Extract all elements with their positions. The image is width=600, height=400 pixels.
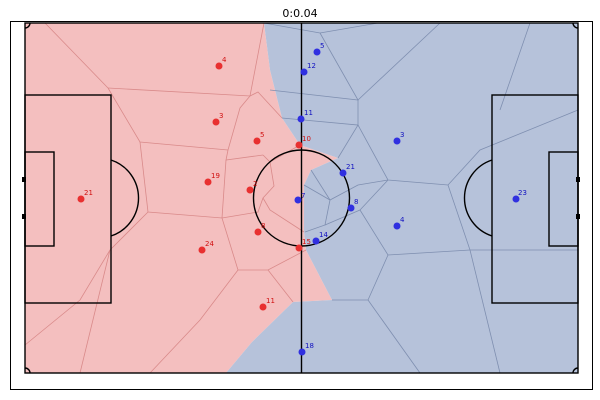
red-player-marker xyxy=(295,244,303,252)
blue-player-marker xyxy=(294,196,302,204)
corner-arc-tl xyxy=(24,22,31,29)
red-player-marker xyxy=(246,186,254,194)
blue-player-number: 14 xyxy=(319,231,328,239)
blue-player-number: 4 xyxy=(400,216,405,224)
red-player: 11 xyxy=(259,297,275,311)
red-player-marker xyxy=(204,178,212,186)
blue-player: 21 xyxy=(339,163,355,177)
corner-arc-bl xyxy=(24,367,31,374)
red-player-number: 2 xyxy=(253,180,257,188)
right-goal-area xyxy=(548,151,579,247)
blue-team-players: 5 12 11 3 21 7 8 4 14 23 18 xyxy=(294,42,527,356)
red-player-number: 8 xyxy=(261,222,265,230)
red-player: 21 xyxy=(77,189,93,203)
blue-player: 18 xyxy=(298,342,314,356)
corner-arc-br xyxy=(572,367,579,374)
red-player-number: 5 xyxy=(260,131,264,139)
red-player: 8 xyxy=(254,222,265,236)
blue-player-marker xyxy=(393,137,401,145)
red-player-number: 4 xyxy=(222,56,227,64)
red-player: 24 xyxy=(198,240,214,254)
red-player-marker xyxy=(295,141,303,149)
red-team-players: 4 3 5 10 19 2 21 8 24 15 11 xyxy=(77,56,311,311)
blue-player-number: 18 xyxy=(305,342,314,350)
goal-posts xyxy=(22,177,580,219)
red-player-marker xyxy=(253,137,261,145)
pitch-markings xyxy=(24,22,579,374)
red-player: 19 xyxy=(204,172,220,186)
blue-player-number: 12 xyxy=(307,62,316,70)
blue-player: 5 xyxy=(313,42,324,56)
red-player: 3 xyxy=(212,112,223,126)
left-penalty-arc xyxy=(110,159,140,237)
red-player-number: 21 xyxy=(84,189,93,197)
red-player-number: 11 xyxy=(266,297,275,305)
blue-player: 11 xyxy=(297,109,313,123)
red-player-marker xyxy=(215,62,223,70)
match-clock-title: 0:0.04 xyxy=(282,7,318,20)
blue-player-number: 3 xyxy=(400,131,404,139)
right-penalty-arc xyxy=(463,159,493,237)
red-player-number: 10 xyxy=(302,135,311,143)
red-player-number: 24 xyxy=(205,240,214,248)
blue-player-marker xyxy=(312,237,320,245)
red-player-marker xyxy=(212,118,220,126)
red-player-marker xyxy=(198,246,206,254)
red-player-number: 15 xyxy=(302,238,311,246)
blue-player-number: 5 xyxy=(320,42,324,50)
blue-player: 3 xyxy=(393,131,404,145)
red-player: 15 xyxy=(295,238,311,252)
red-player: 4 xyxy=(215,56,227,70)
blue-player: 7 xyxy=(294,192,305,204)
red-cell-borders xyxy=(24,22,307,374)
corner-arc-tr xyxy=(572,22,579,29)
blue-player-marker xyxy=(393,222,401,230)
red-player: 2 xyxy=(246,180,257,194)
red-territory xyxy=(25,23,338,373)
red-player-marker xyxy=(259,303,267,311)
blue-player: 4 xyxy=(393,216,405,230)
blue-player-number: 8 xyxy=(354,198,358,206)
blue-player-marker xyxy=(313,48,321,56)
blue-player-number: 21 xyxy=(346,163,355,171)
red-player-marker xyxy=(77,195,85,203)
blue-player-number: 7 xyxy=(301,192,305,200)
blue-player-number: 23 xyxy=(518,189,527,197)
red-player-number: 19 xyxy=(211,172,220,180)
blue-player: 14 xyxy=(312,231,328,245)
red-player-number: 3 xyxy=(219,112,223,120)
blue-player-marker xyxy=(297,115,305,123)
blue-player: 23 xyxy=(512,189,527,203)
left-goal-area xyxy=(24,151,55,247)
blue-player-marker xyxy=(512,195,520,203)
blue-player: 12 xyxy=(300,62,316,76)
blue-player-number: 11 xyxy=(304,109,313,117)
blue-player-marker xyxy=(339,169,347,177)
blue-player: 8 xyxy=(347,198,358,212)
red-player: 10 xyxy=(295,135,311,149)
red-player: 5 xyxy=(253,131,264,145)
voronoi-regions xyxy=(25,23,578,373)
blue-player-marker xyxy=(347,204,355,212)
blue-player-marker xyxy=(300,68,308,76)
blue-player-marker xyxy=(298,348,306,356)
red-player-marker xyxy=(254,228,262,236)
blue-territory xyxy=(226,23,578,373)
